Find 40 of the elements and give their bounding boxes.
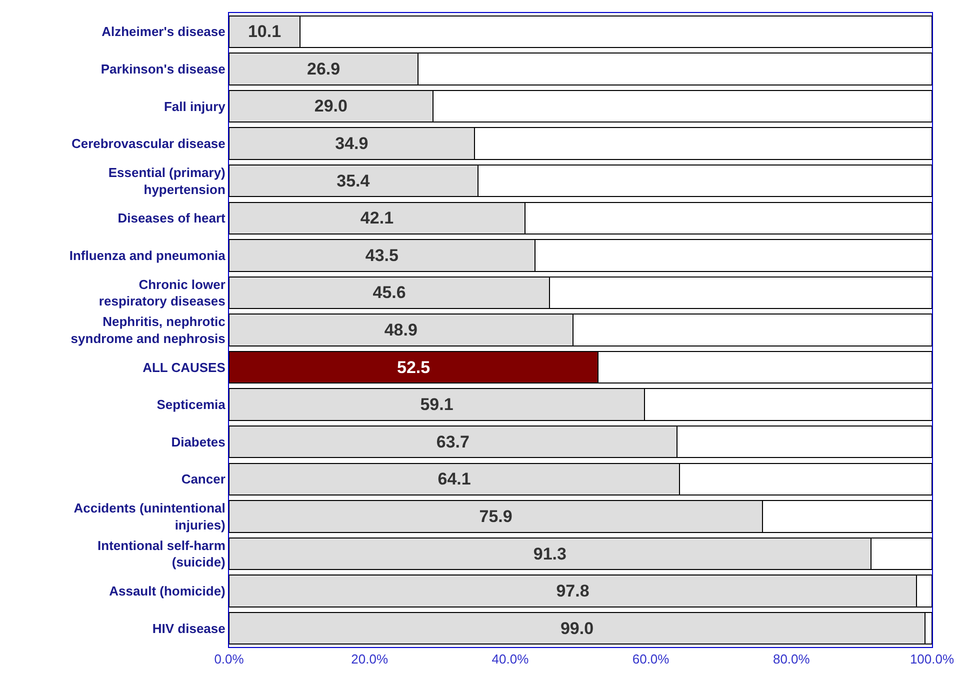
y-tick-label: Septicemia	[156, 397, 226, 412]
y-tick-label: Intentional self-harm (suicide)	[98, 538, 226, 570]
data-label: 75.9	[479, 506, 512, 526]
x-tick-label: 0.0%	[214, 652, 244, 667]
y-tick-label: Chronic lower respiratory diseases	[98, 276, 226, 309]
data-label: 64.1	[438, 470, 471, 489]
data-label: 42.1	[360, 208, 394, 228]
data-label: 10.1	[248, 22, 282, 42]
y-tick-label: Fall injury	[164, 98, 226, 114]
y-tick-label: Influenza and pneumonia	[69, 248, 226, 263]
data-label: 35.4	[336, 171, 370, 190]
x-tick-label: 80.0%	[772, 652, 810, 667]
data-label: 63.7	[436, 432, 470, 452]
y-tick-label: ALL CAUSES	[142, 360, 226, 375]
data-label: 34.9	[335, 134, 368, 154]
data-label: 43.5	[365, 246, 398, 265]
x-tick-label: 20.0%	[351, 652, 388, 667]
y-tick-label: Nephritis, nephrotic syndrome and nephrosis	[70, 314, 226, 346]
data-label: 59.1	[420, 395, 454, 414]
x-tick-label: 100.0%	[910, 652, 954, 667]
y-tick-label: Diabetes	[171, 434, 226, 450]
y-tick-label: Cancer	[181, 472, 226, 487]
y-tick-label: Essential (primary) hypertension	[108, 164, 226, 197]
data-label: 99.0	[560, 618, 594, 638]
y-tick-label: HIV disease	[152, 620, 226, 636]
y-tick-label: Diseases of heart	[118, 210, 226, 226]
y-tick-label: Cerebrovascular disease	[71, 136, 226, 152]
data-label: 29.0	[314, 96, 348, 116]
data-label: 26.9	[307, 59, 340, 78]
data-label: 45.6	[372, 283, 406, 302]
data-label: 97.8	[556, 582, 590, 601]
data-label: 91.3	[533, 544, 566, 564]
y-tick-label: Assault (homicide)	[109, 584, 226, 599]
x-tick-label: 40.0%	[492, 652, 530, 667]
y-tick-label: Accidents (unintentional injuries)	[74, 500, 226, 532]
data-label: 48.9	[384, 320, 418, 340]
y-tick-label: Alzheimer's disease	[102, 24, 226, 40]
x-tick-label: 60.0%	[632, 652, 670, 667]
data-label: 52.5	[396, 358, 430, 377]
y-tick-label: Parkinson's disease	[100, 61, 226, 76]
